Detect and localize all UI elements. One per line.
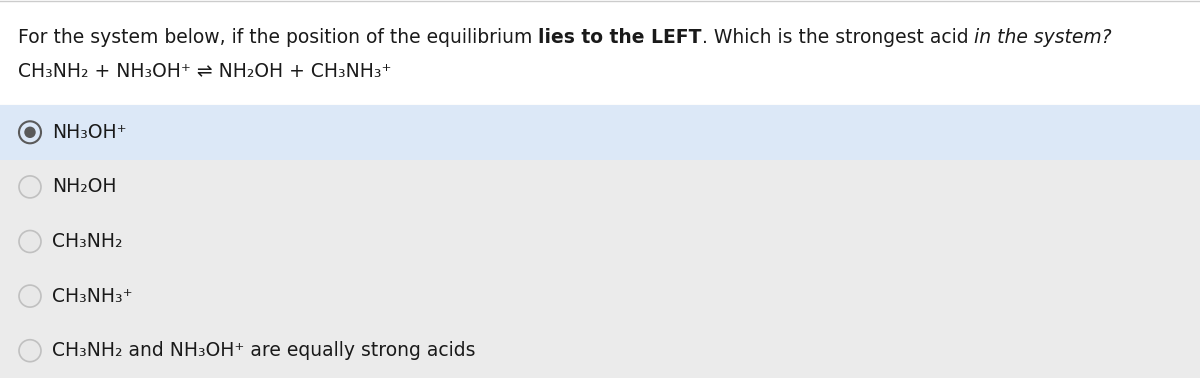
Bar: [0, 160, 1200, 214]
Bar: [0, 0, 1200, 105]
Text: NH₃OH⁺: NH₃OH⁺: [52, 123, 127, 142]
Circle shape: [19, 285, 41, 307]
Circle shape: [19, 176, 41, 198]
Text: CH₃NH₂ and NH₃OH⁺ are equally strong acids: CH₃NH₂ and NH₃OH⁺ are equally strong aci…: [52, 341, 475, 360]
Text: . Which is the strongest acid: . Which is the strongest acid: [702, 28, 974, 47]
Bar: [0, 105, 1200, 160]
Text: CH₃NH₂: CH₃NH₂: [52, 232, 122, 251]
Text: in the system?: in the system?: [974, 28, 1112, 47]
Bar: [0, 214, 1200, 269]
Circle shape: [24, 127, 36, 138]
Circle shape: [19, 340, 41, 362]
Text: For the system below, if the position of the equilibrium: For the system below, if the position of…: [18, 28, 539, 47]
Bar: [0, 269, 1200, 324]
Circle shape: [19, 231, 41, 253]
Text: NH₂OH: NH₂OH: [52, 177, 116, 197]
Text: CH₃NH₃⁺: CH₃NH₃⁺: [52, 287, 133, 305]
Text: lies to the LEFT: lies to the LEFT: [539, 28, 702, 47]
Bar: [0, 324, 1200, 378]
Text: CH₃NH₂ + NH₃OH⁺ ⇌ NH₂OH + CH₃NH₃⁺: CH₃NH₂ + NH₃OH⁺ ⇌ NH₂OH + CH₃NH₃⁺: [18, 62, 391, 81]
